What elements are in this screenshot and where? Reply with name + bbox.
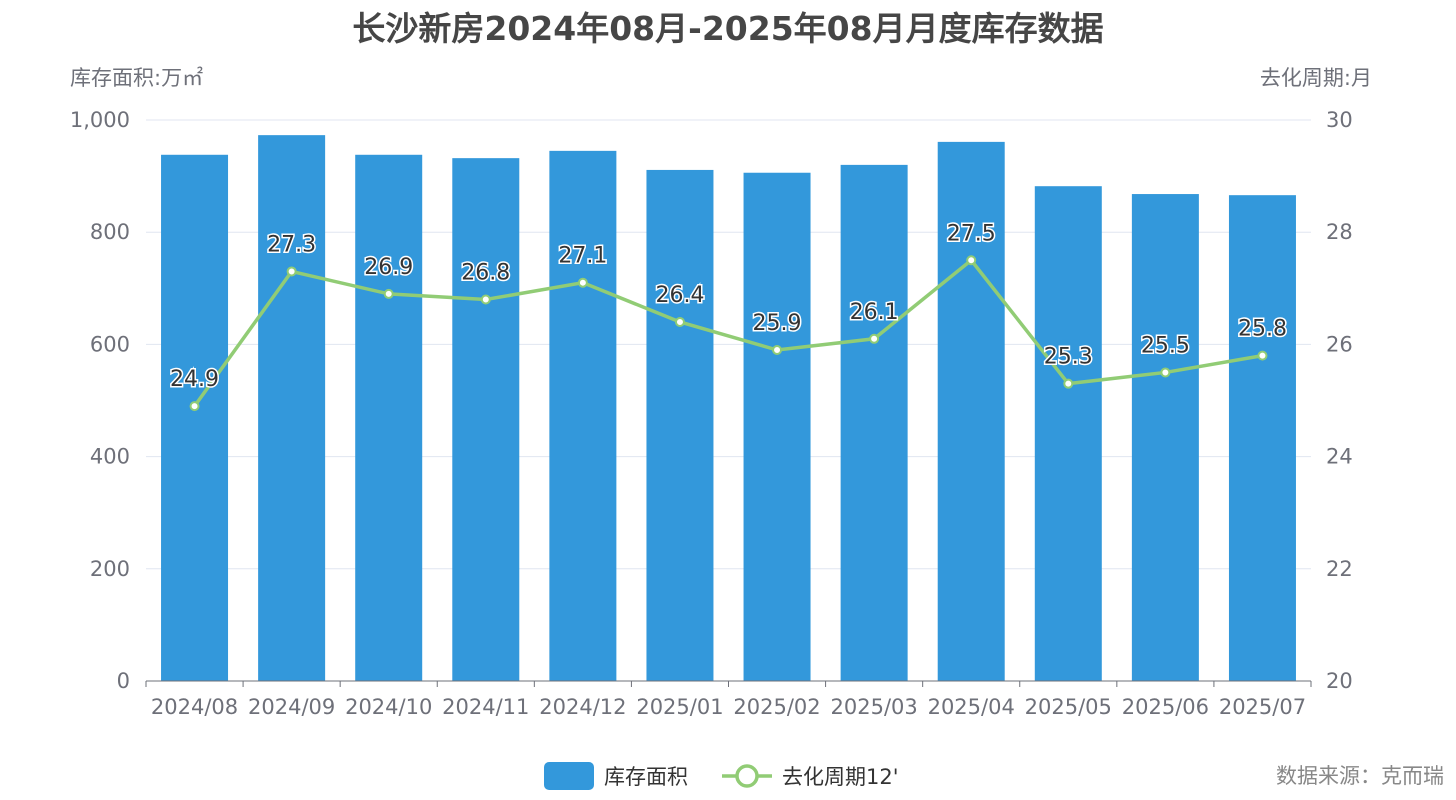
data-label: 26.4 (655, 283, 704, 308)
bar (1034, 186, 1102, 681)
data-label: 25.9 (753, 311, 802, 336)
x-tick-label: 2025/06 (1122, 695, 1209, 719)
data-label: 27.1 (558, 244, 607, 269)
y-tick-label-right: 28 (1326, 220, 1353, 244)
x-tick-label: 2024/10 (345, 695, 432, 719)
line-point (480, 294, 491, 305)
right-axis-title: 去化周期:月 (1259, 66, 1372, 90)
data-label: 26.8 (461, 261, 510, 286)
bar (1131, 194, 1199, 681)
line-point (772, 345, 783, 356)
line-point (286, 266, 297, 277)
x-tick-label: 2025/04 (928, 695, 1015, 719)
x-tick-label: 2025/05 (1025, 695, 1112, 719)
line-point (1160, 367, 1171, 378)
y-tick-label-right: 26 (1326, 332, 1353, 356)
line-point (577, 277, 588, 288)
x-tick-label: 2024/09 (248, 695, 335, 719)
bar (1228, 195, 1296, 681)
left-axis-title: 库存面积:万㎡ (70, 66, 204, 90)
legend-label-line: 去化周期12' (782, 765, 899, 789)
y-tick-label-right: 30 (1326, 108, 1353, 132)
line-point (674, 316, 685, 327)
y-tick-label-left: 800 (90, 220, 130, 244)
x-tick-label: 2025/07 (1219, 695, 1306, 719)
x-tick-label: 2025/01 (636, 695, 723, 719)
data-source: 数据来源：克而瑞 (1276, 764, 1444, 788)
data-label: 26.1 (850, 300, 899, 325)
y-tick-label-right: 22 (1326, 557, 1353, 581)
bar (646, 169, 714, 681)
x-tick-label: 2024/12 (539, 695, 626, 719)
line-point (966, 255, 977, 266)
data-label: 27.5 (947, 221, 996, 246)
bar (743, 172, 811, 681)
line-point (1257, 350, 1268, 361)
y-tick-label-left: 600 (90, 332, 130, 356)
y-tick-label-left: 0 (117, 669, 130, 693)
legend-line-marker (735, 764, 759, 788)
line-point (189, 401, 200, 412)
line-point (1063, 378, 1074, 389)
line-point (869, 333, 880, 344)
data-label: 26.9 (364, 255, 413, 280)
chart-title: 长沙新房2024年08月-2025年08月月度库存数据 (352, 9, 1104, 48)
data-label: 25.5 (1141, 333, 1190, 358)
line-point (383, 288, 394, 299)
x-tick-label: 2024/11 (442, 695, 529, 719)
y-tick-label-right: 20 (1326, 669, 1353, 693)
bar (258, 135, 326, 682)
y-tick-label-left: 400 (90, 445, 130, 469)
x-tick-label: 2025/02 (733, 695, 820, 719)
data-label: 25.3 (1044, 345, 1093, 370)
bar (161, 154, 229, 682)
legend-bar-swatch (544, 762, 594, 790)
bar (937, 141, 1005, 681)
x-tick-label: 2025/03 (831, 695, 918, 719)
data-label: 25.8 (1238, 317, 1287, 342)
y-tick-label-left: 200 (90, 557, 130, 581)
y-tick-label-right: 24 (1326, 445, 1353, 469)
bar (840, 164, 908, 681)
legend-label-bar: 库存面积 (604, 765, 688, 789)
y-tick-label-left: 1,000 (70, 108, 130, 132)
x-tick-label: 2024/08 (151, 695, 238, 719)
bar (452, 158, 520, 681)
bar (549, 150, 617, 682)
line-series (193, 257, 1263, 408)
data-label: 27.3 (267, 232, 316, 257)
data-label: 24.9 (170, 367, 219, 392)
bar (355, 154, 423, 682)
